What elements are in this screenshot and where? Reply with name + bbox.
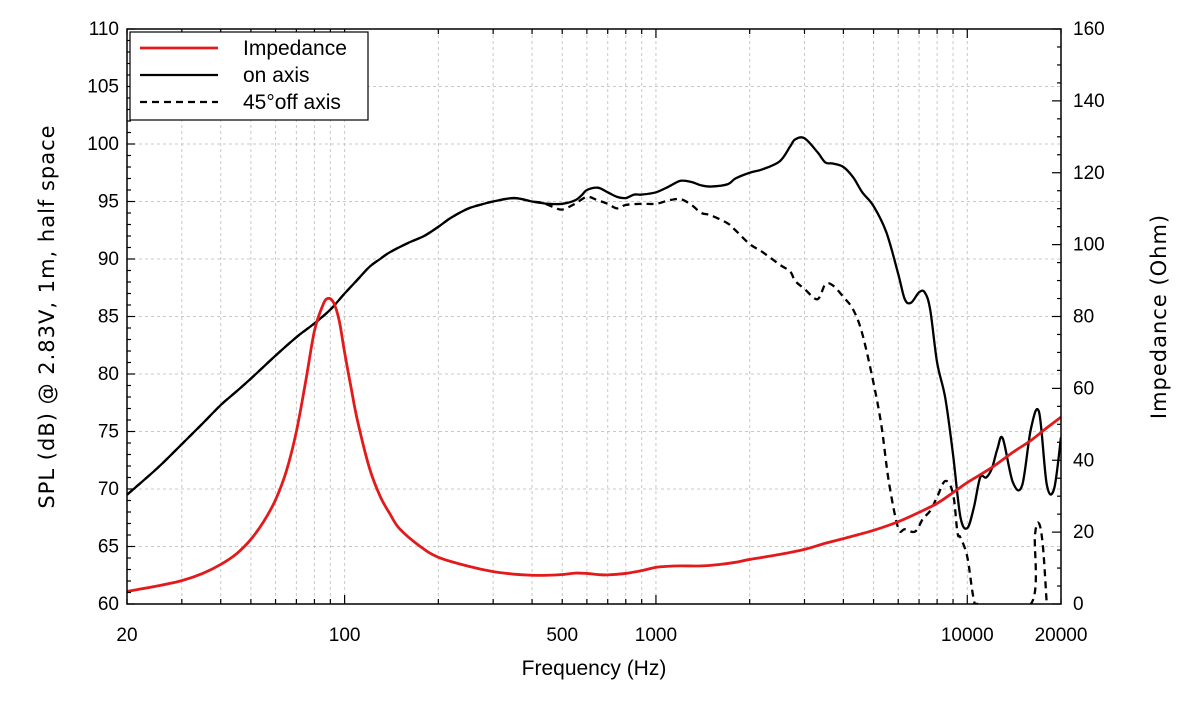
y-tick-label: 110 bbox=[89, 19, 119, 40]
y2-axis-title: Impedance (Ohm) bbox=[1147, 214, 1171, 419]
x-tick-label: 100 bbox=[329, 625, 361, 646]
axis-ticks bbox=[126, 28, 1062, 605]
y-tick-label: 95 bbox=[98, 192, 119, 213]
y2-tick-label: 160 bbox=[1073, 19, 1105, 40]
y-tick-label: 70 bbox=[98, 479, 119, 500]
x-tick-label: 20000 bbox=[1035, 625, 1088, 646]
y-tick-label: 105 bbox=[87, 77, 119, 98]
y2-tick-label: 40 bbox=[1073, 450, 1094, 471]
x-tick-label: 20 bbox=[116, 625, 137, 646]
series-line-on-axis bbox=[127, 136, 1061, 530]
legend-label: 45°off axis bbox=[243, 91, 341, 114]
y-tick-label: 85 bbox=[98, 307, 119, 328]
y-tick-label: 75 bbox=[98, 422, 119, 443]
y2-tick-label: 120 bbox=[1073, 163, 1105, 184]
y2-tick-label: 60 bbox=[1073, 378, 1094, 399]
y-tick-label: 90 bbox=[98, 249, 119, 270]
series-group bbox=[127, 136, 1061, 604]
y-tick-label: 80 bbox=[98, 364, 119, 385]
y2-tick-label: 100 bbox=[1073, 235, 1105, 256]
x-tick-label: 500 bbox=[546, 625, 578, 646]
y-tick-label: 60 bbox=[98, 594, 119, 615]
series-line-impedance bbox=[127, 296, 1061, 593]
legend: Impedance on axis 45°off axis bbox=[129, 31, 369, 121]
x-axis-title: Frequency (Hz) bbox=[522, 657, 667, 680]
legend-label: Impedance bbox=[243, 37, 347, 60]
x-tick-label: 1000 bbox=[635, 625, 677, 646]
y-tick-label: 100 bbox=[87, 134, 119, 155]
y2-tick-label: 80 bbox=[1073, 307, 1094, 328]
y2-tick-label: 0 bbox=[1073, 594, 1084, 615]
y-axis-title: SPL (dB) @ 2.83V, 1m, half space bbox=[35, 124, 59, 508]
y2-tick-label: 20 bbox=[1073, 522, 1094, 543]
legend-label: on axis bbox=[243, 64, 310, 87]
series-line-45-off-axis bbox=[127, 195, 1048, 604]
x-tick-label: 10000 bbox=[941, 625, 994, 646]
y2-tick-label: 140 bbox=[1073, 91, 1105, 112]
axis-tick-labels: 60 65 70 75 80 85 90 95 100 105 110 0 20 40 60 80 100 120… bbox=[87, 19, 1104, 646]
y-tick-label: 65 bbox=[98, 537, 119, 558]
